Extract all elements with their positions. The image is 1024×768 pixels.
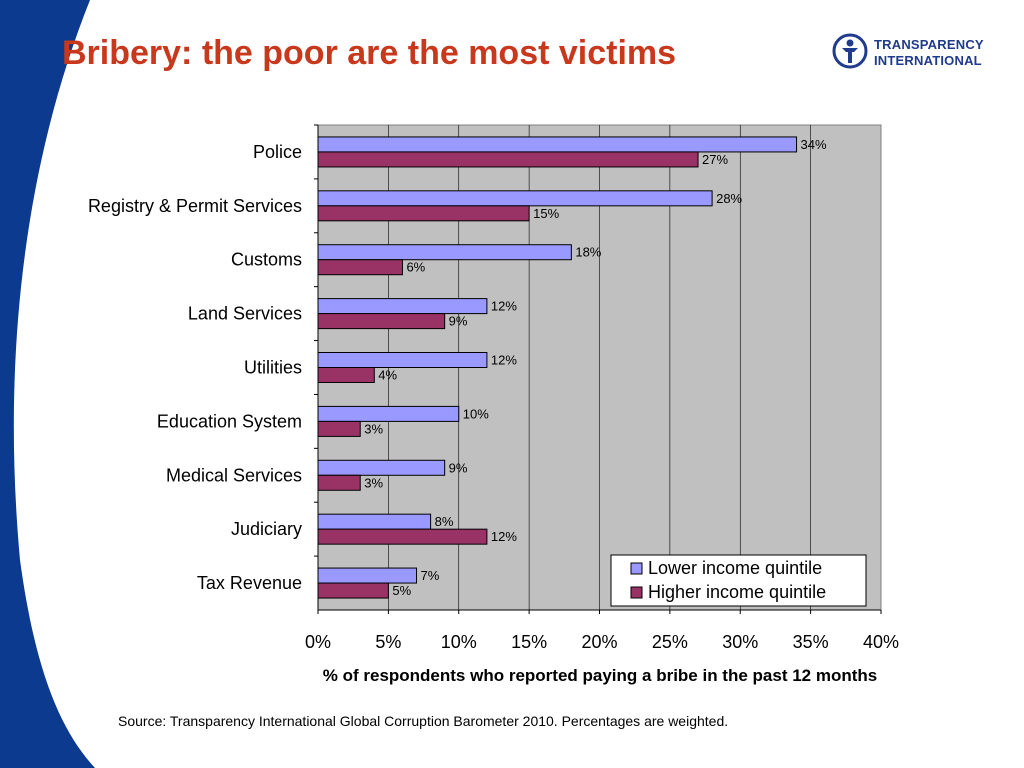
bar-higher-income — [317, 367, 375, 383]
bar-higher-income — [317, 528, 488, 545]
data-label: 12% — [491, 529, 517, 544]
bar-lower-income — [317, 298, 488, 315]
data-label: 27% — [702, 152, 728, 167]
bar-higher-income — [317, 205, 530, 222]
x-tick-label: 0% — [305, 632, 331, 652]
x-tick-label: 15% — [511, 632, 547, 652]
bar-lower-income — [317, 459, 446, 476]
category-label: Land Services — [188, 304, 302, 324]
transparency-international-logo-icon — [832, 33, 868, 69]
data-label: 5% — [392, 583, 411, 598]
data-label: 4% — [378, 368, 397, 383]
bar-lower-income — [317, 513, 432, 530]
data-label: 34% — [801, 137, 827, 152]
bar-higher-income — [317, 151, 699, 168]
legend-swatch — [630, 562, 643, 575]
data-label: 12% — [491, 299, 517, 314]
bar-lower-income — [317, 244, 572, 261]
x-tick-label: 30% — [722, 632, 758, 652]
category-label: Customs — [231, 250, 302, 270]
x-tick-label: 10% — [441, 632, 477, 652]
logo-text-line-2: INTERNATIONAL — [874, 53, 982, 68]
x-tick-label: 35% — [793, 632, 829, 652]
bar-lower-income — [317, 136, 798, 153]
legend-label: Lower income quintile — [648, 558, 822, 578]
legend-label: Higher income quintile — [648, 582, 826, 602]
data-label: 7% — [421, 568, 440, 583]
bar-higher-income — [317, 313, 446, 330]
data-label: 18% — [575, 245, 601, 260]
data-label: 8% — [435, 514, 454, 529]
bar-lower-income — [317, 190, 713, 207]
data-label: 12% — [491, 353, 517, 368]
bar-lower-income — [317, 405, 460, 422]
x-tick-label: 40% — [863, 632, 899, 652]
bar-lower-income — [317, 352, 488, 368]
category-label: Utilities — [244, 358, 302, 378]
data-label: 3% — [364, 475, 383, 490]
data-label: 28% — [716, 191, 742, 206]
category-label: Medical Services — [166, 465, 302, 485]
data-label: 15% — [533, 206, 559, 221]
category-label: Education System — [157, 411, 302, 431]
bar-higher-income — [317, 582, 389, 599]
slide-title: Bribery: the poor are the most victims — [62, 34, 677, 72]
x-tick-label: 20% — [581, 632, 617, 652]
legend — [610, 554, 867, 607]
category-label: Police — [253, 142, 302, 162]
data-label: 6% — [406, 260, 425, 275]
data-label: 3% — [364, 421, 383, 436]
x-tick-label: 5% — [375, 632, 401, 652]
x-tick-label: 25% — [652, 632, 688, 652]
bar-higher-income — [317, 474, 361, 491]
data-label: 9% — [449, 460, 468, 475]
bar-higher-income — [317, 259, 403, 276]
data-label: 10% — [463, 406, 489, 421]
source-note: Source: Transparency International Globa… — [118, 713, 729, 729]
bar-higher-income — [317, 420, 361, 437]
legend-swatch — [630, 586, 643, 599]
bar-lower-income — [317, 567, 418, 584]
category-label: Judiciary — [231, 519, 302, 539]
transparency-international-logo: TRANSPARENCY INTERNATIONAL — [832, 33, 1002, 73]
category-label: Registry & Permit Services — [88, 196, 302, 216]
x-axis-title: % of respondents who reported paying a b… — [322, 666, 878, 685]
data-label: 9% — [449, 314, 468, 329]
category-label: Tax Revenue — [197, 573, 302, 593]
logo-text-line-1: TRANSPARENCY — [874, 37, 984, 52]
